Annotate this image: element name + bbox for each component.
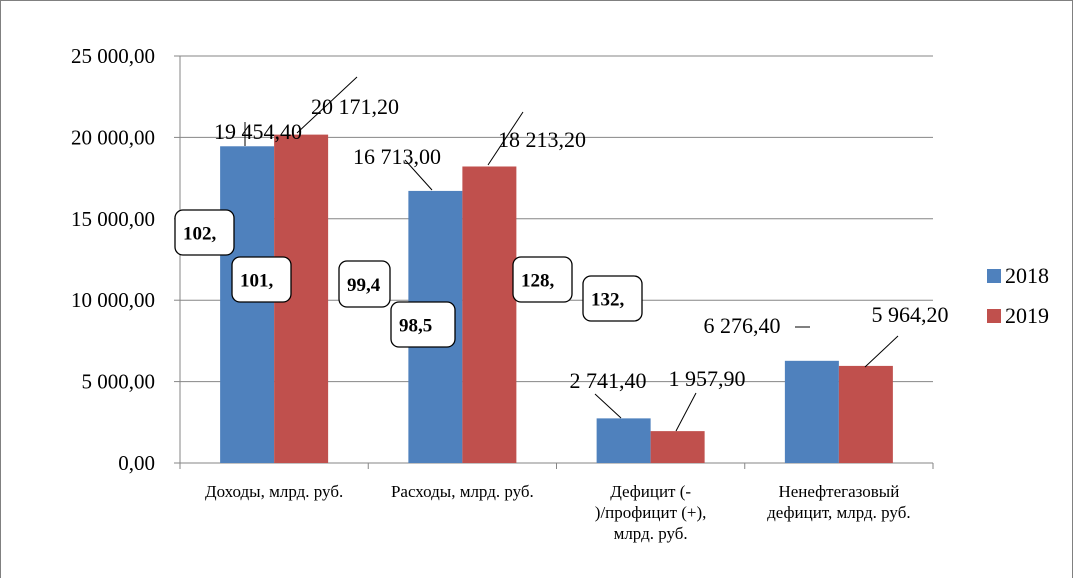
- data-label: 16 713,00: [353, 144, 441, 169]
- bar: [462, 166, 517, 463]
- data-label: 1 957,90: [669, 366, 746, 391]
- data-label: 19 454,40: [214, 119, 302, 144]
- y-tick-label: 15 000,00: [71, 207, 155, 231]
- bar: [838, 365, 893, 463]
- annotation-box: [174, 209, 235, 256]
- x-tick-label: Доходы, млрд. руб.: [205, 482, 343, 501]
- annotation-box: [512, 256, 573, 303]
- annotation-label: 128,: [521, 271, 555, 292]
- data-label: 6 276,40: [704, 313, 781, 338]
- annotation-label: 132,: [591, 290, 625, 311]
- annotation-label: 101,: [240, 271, 274, 292]
- data-label-leader: [404, 159, 433, 191]
- data-label: 18 213,20: [498, 127, 586, 152]
- bar: [650, 431, 705, 463]
- bar: [596, 418, 651, 463]
- data-label-leader: [594, 393, 622, 419]
- annotation-box: [390, 301, 456, 348]
- x-tick-label: )/профицит (+),: [595, 503, 707, 522]
- y-tick-label: 10 000,00: [71, 288, 155, 312]
- x-tick-label: Дефицит (-: [610, 482, 691, 501]
- y-tick-label: 5 000,00: [82, 370, 156, 394]
- annotation-box: [338, 260, 391, 308]
- y-tick-label: 25 000,00: [71, 44, 155, 68]
- y-tick-label: 0,00: [118, 451, 155, 475]
- annotation-label: 102,: [183, 224, 217, 245]
- data-label-leader: [487, 111, 524, 166]
- data-label: 5 964,20: [872, 302, 949, 327]
- data-label-leader: [675, 392, 697, 432]
- y-tick-label: 20 000,00: [71, 125, 155, 149]
- data-label: 2 741,40: [570, 368, 647, 393]
- legend-swatch: [987, 309, 1001, 323]
- legend-swatch: [987, 269, 1001, 283]
- data-label-leader: [864, 335, 899, 368]
- annotation-box: [582, 275, 643, 322]
- x-tick-label: Ненефтегазовый: [778, 482, 899, 501]
- annotation-label: 99,4: [347, 275, 381, 296]
- annotation-box: [231, 256, 292, 303]
- data-label-leader: [296, 76, 358, 134]
- annotation-label: 98,5: [399, 316, 432, 337]
- x-tick-label: млрд. руб.: [614, 524, 688, 543]
- x-tick-label: дефицит, млрд. руб.: [767, 503, 910, 522]
- legend-label: 2019: [1005, 303, 1049, 328]
- bar: [784, 360, 839, 463]
- data-label: 20 171,20: [311, 94, 399, 119]
- legend-label: 2018: [1005, 263, 1049, 288]
- x-tick-label: Расходы, млрд. руб.: [391, 482, 534, 501]
- bar: [220, 146, 275, 464]
